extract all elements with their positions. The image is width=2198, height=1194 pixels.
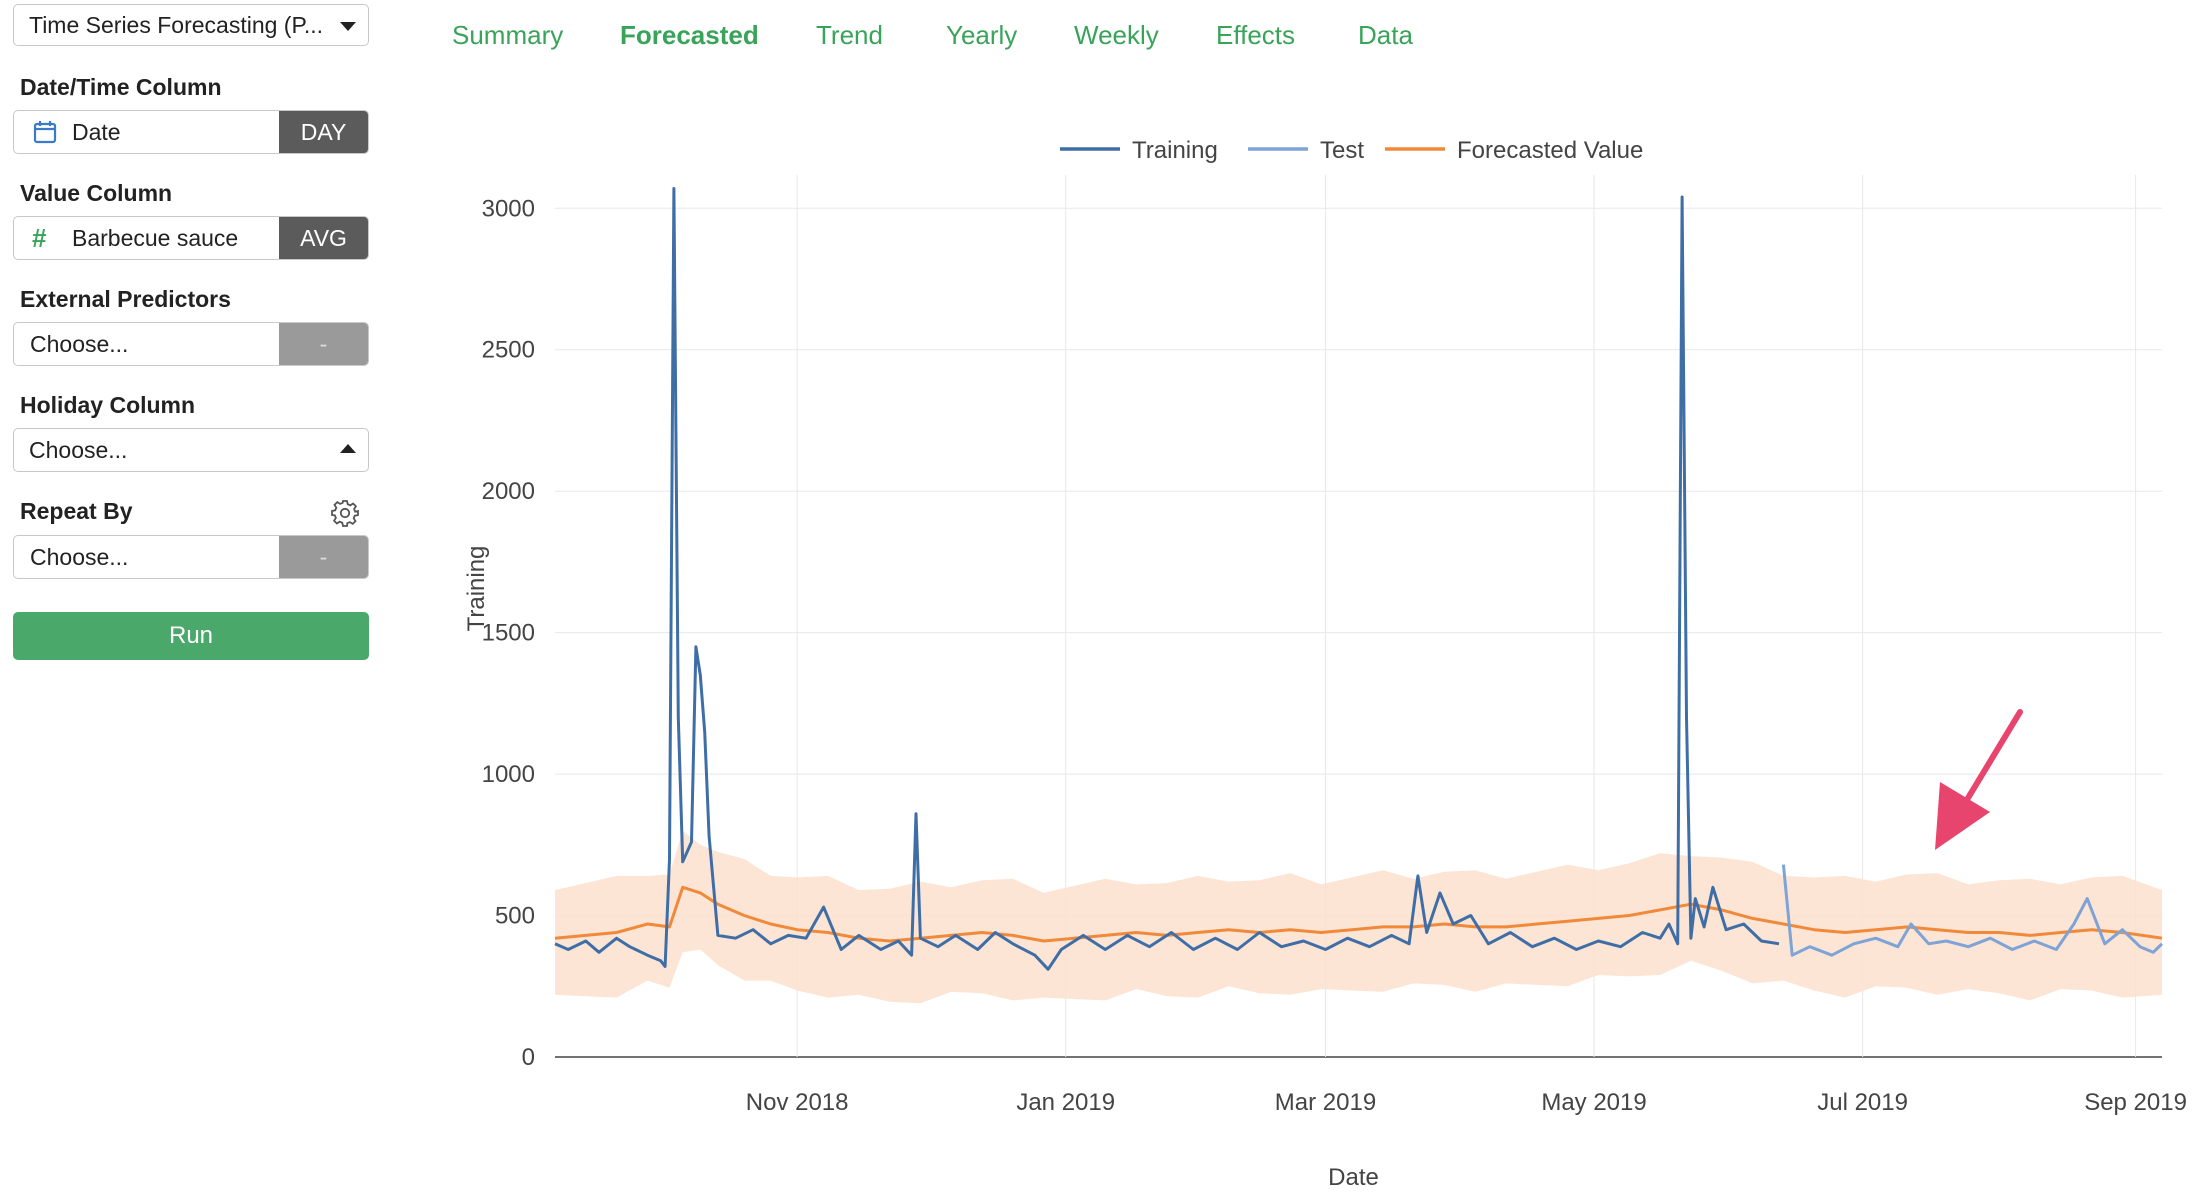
x-tick-label: Sep 2019 bbox=[2084, 1089, 2187, 1116]
chevron-up-icon bbox=[340, 444, 356, 453]
holiday-column-select[interactable]: Choose... bbox=[13, 428, 369, 472]
gear-icon[interactable] bbox=[330, 498, 360, 528]
x-tick-label: Nov 2018 bbox=[746, 1089, 849, 1116]
series-line-training bbox=[554, 187, 1780, 971]
chart-legend[interactable]: Training Test Forecasted Value bbox=[1060, 137, 1643, 164]
holiday-column-label: Holiday Column bbox=[20, 392, 196, 418]
tab-trend[interactable]: Trend bbox=[816, 20, 883, 50]
tab-forecasted[interactable]: Forecasted bbox=[620, 20, 759, 50]
arrow-head bbox=[1935, 782, 1990, 850]
repeat-by-placeholder: Choose... bbox=[30, 544, 129, 570]
value-aggregation-button[interactable]: AVG bbox=[279, 217, 368, 259]
series-line-test bbox=[1781, 864, 2164, 957]
x-tick-label: Mar 2019 bbox=[1275, 1089, 1376, 1116]
chart-series bbox=[554, 187, 2164, 971]
external-predictors-placeholder: Choose... bbox=[30, 331, 129, 357]
external-predictors-field[interactable]: Choose... - bbox=[13, 322, 369, 366]
series-line-forecasted-value bbox=[554, 885, 2163, 943]
sidebar: Time Series Forecasting (P... Date/Time … bbox=[0, 0, 390, 1194]
y-tick-label: 1000 bbox=[482, 761, 535, 788]
run-button[interactable]: Run bbox=[13, 612, 369, 660]
hash-icon: # bbox=[32, 223, 47, 253]
tab-yearly[interactable]: Yearly bbox=[946, 20, 1018, 50]
legend-item-label: Forecasted Value bbox=[1457, 137, 1643, 164]
calendar-icon bbox=[32, 119, 58, 145]
forecast-band bbox=[555, 830, 2162, 1004]
tab-summary[interactable]: Summary bbox=[452, 20, 564, 50]
arrow-shaft bbox=[1959, 709, 2023, 811]
chart-axes: 0 500 1000 1500 2000 2500 3000 Nov 2018 Jan 2019… bbox=[463, 195, 2187, 1191]
chevron-down-icon bbox=[340, 22, 356, 31]
y-tick-label: 500 bbox=[495, 903, 535, 930]
date-column-label: Date/Time Column bbox=[20, 74, 222, 100]
repeat-by-agg-button[interactable]: - bbox=[279, 536, 368, 578]
holiday-column-placeholder: Choose... bbox=[29, 437, 128, 463]
external-predictors-label: External Predictors bbox=[20, 286, 231, 312]
x-tick-label: Jan 2019 bbox=[1016, 1089, 1115, 1116]
tab-effects[interactable]: Effects bbox=[1216, 20, 1296, 50]
value-column-value: Barbecue sauce bbox=[72, 225, 239, 251]
value-column-label: Value Column bbox=[20, 180, 173, 206]
x-tick-label: May 2019 bbox=[1541, 1089, 1646, 1116]
tab-data[interactable]: Data bbox=[1358, 20, 1413, 50]
external-predictors-agg-button[interactable]: - bbox=[279, 323, 368, 365]
y-tick-label: 2500 bbox=[482, 337, 535, 364]
legend-item-label: Test bbox=[1320, 137, 1364, 164]
date-column-field[interactable]: Date DAY bbox=[13, 110, 369, 154]
y-tick-label: 2000 bbox=[482, 478, 535, 505]
analytics-type-value: Time Series Forecasting (P... bbox=[29, 12, 323, 38]
repeat-by-field[interactable]: Choose... - bbox=[13, 535, 369, 579]
x-axis-title: Date bbox=[1328, 1164, 1379, 1191]
value-column-field[interactable]: # Barbecue sauce AVG bbox=[13, 216, 369, 260]
date-column-value: Date bbox=[72, 119, 121, 145]
forecast-band-area bbox=[555, 830, 2162, 1004]
x-tick-label: Jul 2019 bbox=[1817, 1089, 1908, 1116]
y-tick-label: 0 bbox=[522, 1044, 535, 1071]
annotation-arrow bbox=[1935, 709, 2023, 850]
y-tick-label: 3000 bbox=[482, 195, 535, 222]
y-axis-title: Training bbox=[463, 546, 490, 632]
y-tick-label: 1500 bbox=[482, 620, 535, 647]
date-unit-button[interactable]: DAY bbox=[279, 111, 368, 153]
legend-item-label: Training bbox=[1132, 137, 1218, 164]
tab-weekly[interactable]: Weekly bbox=[1074, 20, 1159, 50]
analytics-type-select[interactable]: Time Series Forecasting (P... bbox=[13, 4, 369, 46]
repeat-by-label: Repeat By bbox=[20, 498, 133, 524]
